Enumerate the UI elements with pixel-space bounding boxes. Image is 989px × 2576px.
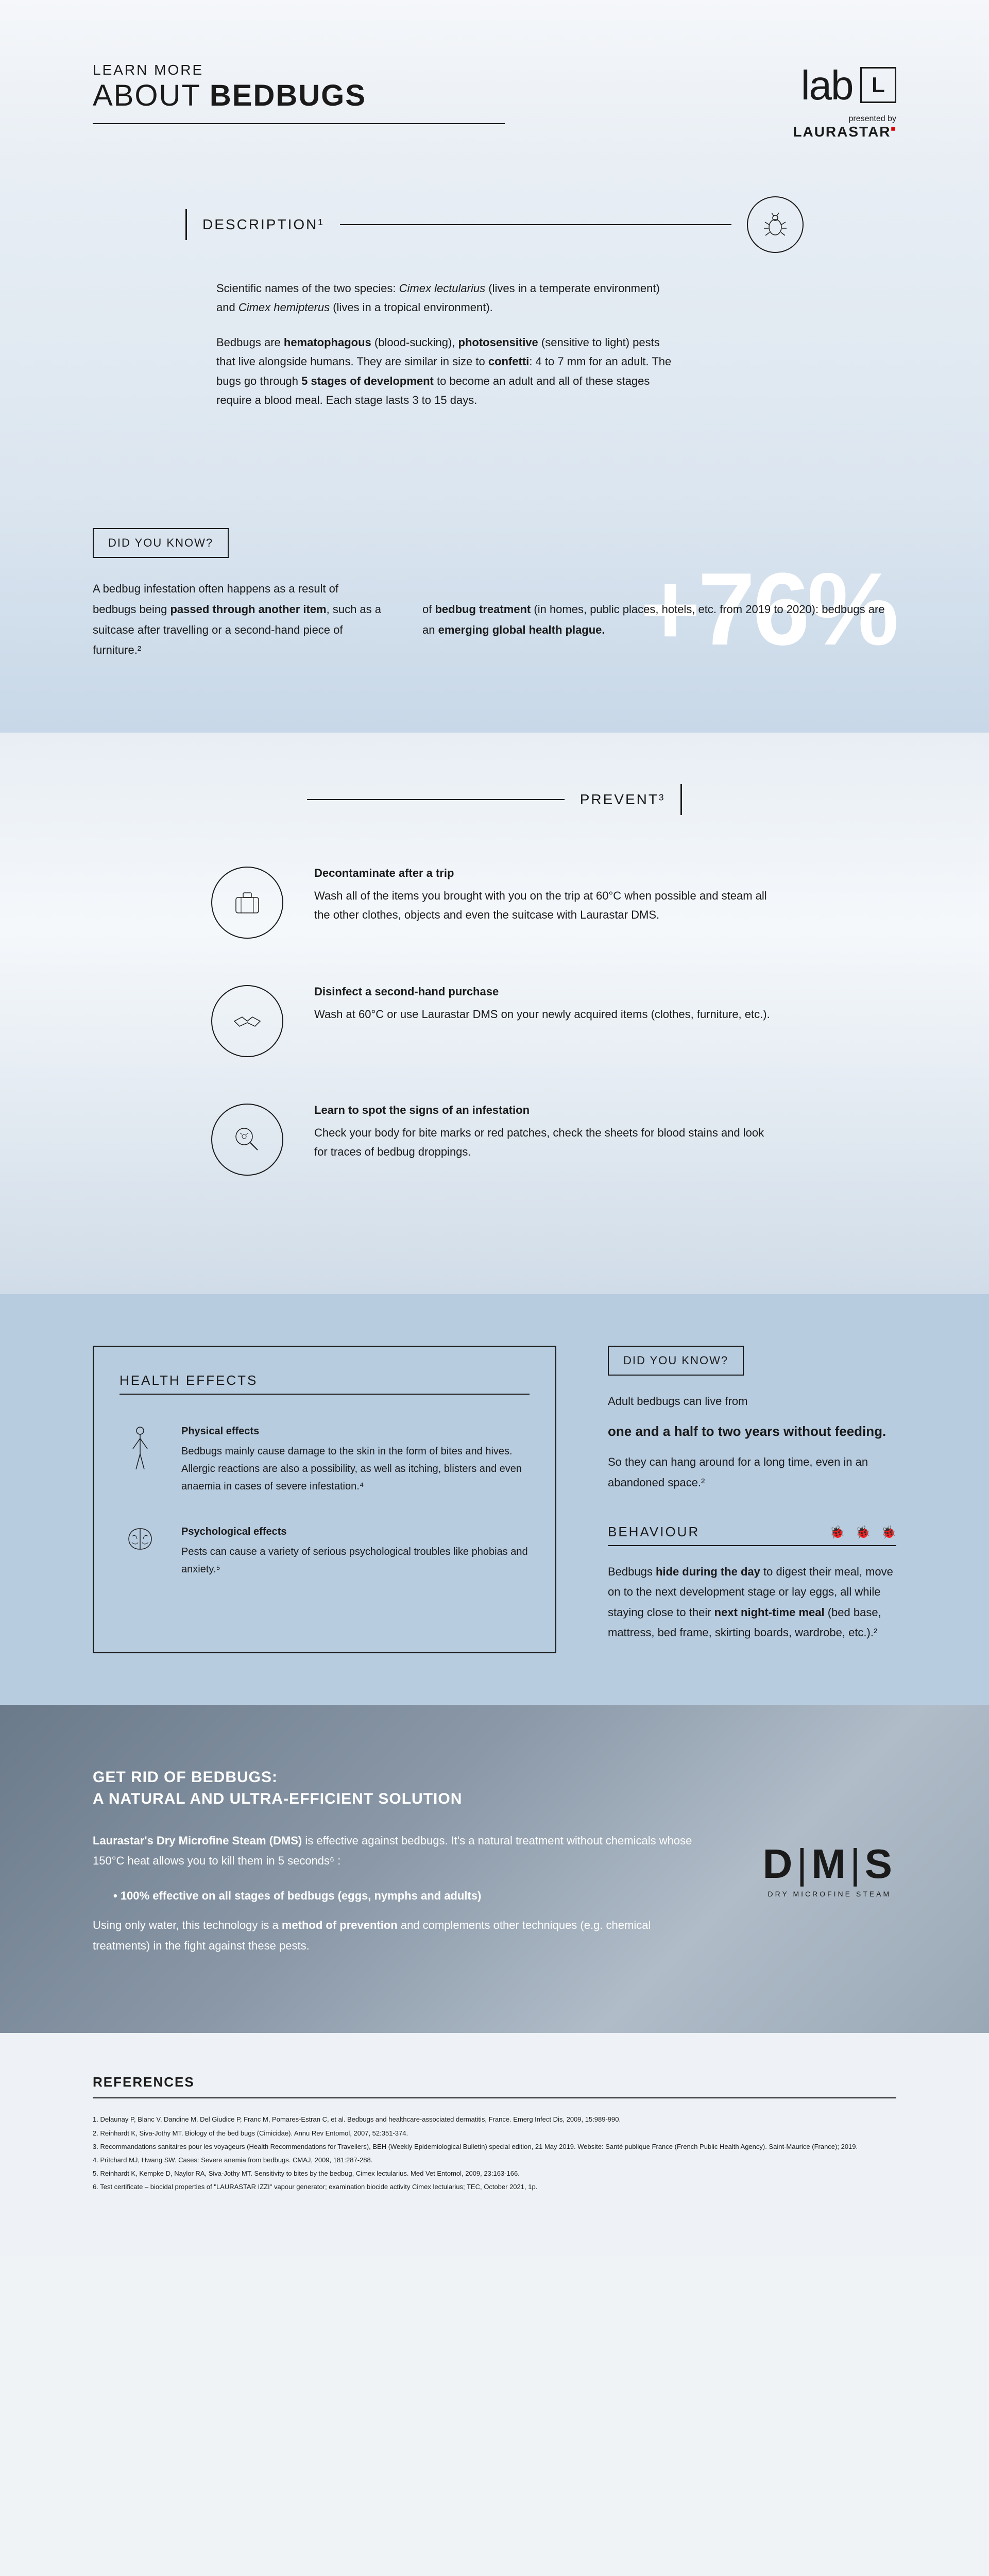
brain-icon xyxy=(120,1526,161,1552)
logo-block: lab L presented by LAURASTAR■ xyxy=(793,62,896,140)
prevent-p3: Check your body for bite marks or red pa… xyxy=(314,1123,778,1162)
dms-logo: D|M|S DRY MICROFINE STEAM xyxy=(763,1840,896,1898)
dms-p2: Using only water, this technology is a m… xyxy=(93,1915,701,1956)
hline xyxy=(340,224,731,225)
ref-item: 2. Reinhardt K, Siva-Jothy MT. Biology o… xyxy=(93,2128,896,2139)
dyk1-right: of bedbug treatment (in homes, public pl… xyxy=(422,579,896,640)
ref-item: 1. Delaunay P, Blanc V, Dandine M, Del G… xyxy=(93,2114,896,2125)
bedbug-icon xyxy=(747,196,804,253)
logo-lab: lab xyxy=(801,62,853,109)
prevent-p1: Wash all of the items you brought with y… xyxy=(314,886,778,925)
bug-mini-icon: 🐞 xyxy=(829,1525,845,1540)
logo-box: L xyxy=(860,67,896,103)
header-rule xyxy=(93,123,505,124)
body-icon xyxy=(120,1426,161,1472)
physical-p: Bedbugs mainly cause damage to the skin … xyxy=(181,1443,530,1495)
dms-bullet: • 100% effective on all stages of bedbug… xyxy=(113,1887,701,1905)
psych-h: Psychological effects xyxy=(181,1526,530,1538)
prevent-item: Learn to spot the signs of an infestatio… xyxy=(211,1104,778,1176)
handshake-icon xyxy=(211,985,283,1057)
header-about: ABOUT xyxy=(93,79,210,112)
ref-item: 5. Reinhardt K, Kempke D, Naylor RA, Siv… xyxy=(93,2168,896,2179)
dyk2-intro: Adult bedbugs can live from xyxy=(608,1391,896,1412)
description-title: DESCRIPTION¹ xyxy=(202,216,325,233)
bug-mini-icon: 🐞 xyxy=(881,1525,896,1540)
prevent-section: PREVENT³ Decontaminate after a trip Wash … xyxy=(0,733,989,1294)
dyk-title: DID YOU KNOW? xyxy=(93,528,229,558)
physical-h: Physical effects xyxy=(181,1426,530,1437)
ref-item: 3. Recommandations sanitaires pour les v… xyxy=(93,2141,896,2153)
ref-item: 4. Pritchard MJ, Hwang SW. Cases: Severe… xyxy=(93,2155,896,2166)
prevent-p2: Wash at 60°C or use Laurastar DMS on you… xyxy=(314,1005,770,1024)
prevent-title: PREVENT³ xyxy=(580,791,666,808)
psych-p: Pests can cause a variety of serious psy… xyxy=(181,1543,530,1578)
header-bedbugs: BEDBUGS xyxy=(210,79,366,112)
dyk2-rest: So they can hang around for a long time,… xyxy=(608,1452,896,1493)
brand-name: LAURASTAR■ xyxy=(793,124,896,140)
description-section: DESCRIPTION¹ Scientific names of the two… xyxy=(0,165,989,487)
presented-by: presented by xyxy=(793,114,896,124)
description-p2: Bedbugs are hematophagous (blood-sucking… xyxy=(216,333,680,410)
vbar xyxy=(680,784,682,815)
prevent-h3: Learn to spot the signs of an infestatio… xyxy=(314,1104,778,1117)
hline xyxy=(307,799,565,800)
dyk1-left: A bedbug infestation often happens as a … xyxy=(93,579,381,660)
behaviour-text: Bedbugs hide during the day to digest th… xyxy=(608,1562,896,1643)
references-section: REFERENCES 1. Delaunay P, Blanc V, Dandi… xyxy=(0,2033,989,2257)
health-effects: HEALTH EFFECTS Physical effects Bedbugs m… xyxy=(93,1346,556,1653)
health-section: HEALTH EFFECTS Physical effects Bedbugs m… xyxy=(0,1294,989,1705)
vbar xyxy=(185,209,187,240)
dms-heading: GET RID OF BEDBUGS:A NATURAL AND ULTRA-E… xyxy=(93,1767,701,1810)
refs-title: REFERENCES xyxy=(93,2074,896,2090)
dyk2-big: one and a half to two years without feed… xyxy=(608,1421,896,1442)
header-kicker: LEARN MORE xyxy=(93,62,896,78)
bug-mini-icon: 🐞 xyxy=(855,1525,871,1540)
did-you-know-1: DID YOU KNOW? A bedbug infestation often… xyxy=(0,487,989,732)
dms-p1: Laurastar's Dry Microfine Steam (DMS) is… xyxy=(93,1831,701,1871)
health-title: HEALTH EFFECTS xyxy=(120,1372,530,1388)
description-p1: Scientific names of the two species: Cim… xyxy=(216,279,680,317)
prevent-h1: Decontaminate after a trip xyxy=(314,867,778,880)
dyk2-title: DID YOU KNOW? xyxy=(608,1346,744,1376)
prevent-item: Disinfect a second-hand purchase Wash at … xyxy=(211,985,778,1057)
prevent-h2: Disinfect a second-hand purchase xyxy=(314,985,770,998)
dms-section: GET RID OF BEDBUGS:A NATURAL AND ULTRA-E… xyxy=(0,1705,989,2033)
ref-item: 6. Test certificate – biocidal propertie… xyxy=(93,2181,896,2193)
prevent-item: Decontaminate after a trip Wash all of th… xyxy=(211,867,778,939)
suitcase-icon xyxy=(211,867,283,939)
magnifier-icon xyxy=(211,1104,283,1176)
header: LEARN MORE ABOUT BEDBUGS lab L presented… xyxy=(0,0,989,165)
behaviour-title: BEHAVIOUR xyxy=(608,1524,700,1540)
